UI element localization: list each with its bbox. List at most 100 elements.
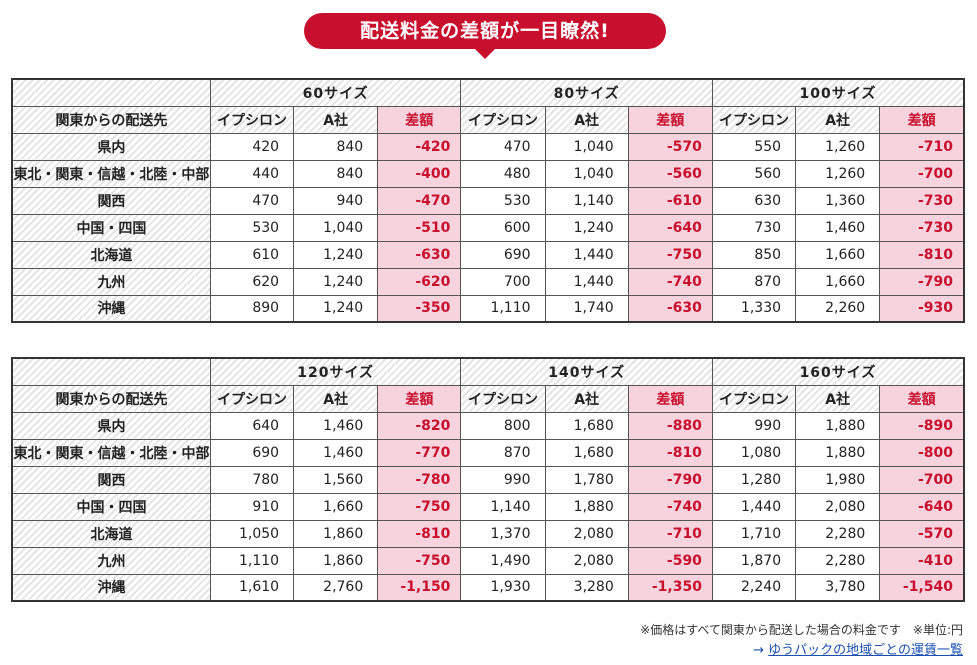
region-label: 県内 [11,411,211,440]
price-difference-cell: -1,540 [879,573,965,602]
table-row: 県内 420 840 -420 470 1,040 -570 550 1,260 -710 [11,132,965,161]
competitor-price-cell: 1,460 [293,438,379,467]
epsilon-price-cell: 630 [711,186,797,215]
price-difference-cell: -810 [879,240,965,269]
epsilon-price-cell: 550 [711,132,797,161]
banner-pointer [474,48,496,59]
competitor-price-cell: 3,280 [544,573,629,602]
competitor-column-header: A社 [795,384,881,413]
price-difference-cell: -350 [377,294,462,323]
footnote: ※価格はすべて関東から配送した場合の料金です ※単位:円 [640,623,963,637]
epsilon-price-cell: 1,710 [711,519,797,548]
table-row: 県内 640 1,460 -820 800 1,680 -880 990 1,880 -890 [11,411,965,440]
epsilon-price-cell: 1,110 [209,546,295,575]
difference-column-header: 差額 [627,384,713,413]
difference-column-header: 差額 [627,105,713,134]
price-difference-cell: -640 [627,213,713,242]
region-column-header: 関東からの配送先 [11,105,211,134]
epsilon-price-cell: 1,440 [711,492,797,521]
epsilon-column-header: イプシロン [460,105,546,134]
price-difference-cell: -790 [627,465,713,494]
epsilon-price-cell: 850 [711,240,797,269]
rate-table-large-sizes: 120サイズ 140サイズ 160サイズ 関東からの配送先 イプシロン A社 差額 イプシロン… [11,357,965,602]
arrow-icon: → [753,643,764,658]
epsilon-price-cell: 690 [209,438,295,467]
price-difference-cell: -770 [377,438,462,467]
price-difference-cell: -730 [879,213,965,242]
competitor-column-header: A社 [544,105,629,134]
competitor-column-header: A社 [293,384,379,413]
epsilon-price-cell: 1,140 [460,492,546,521]
difference-column-header: 差額 [879,384,965,413]
epsilon-price-cell: 470 [209,186,295,215]
table-row: 沖縄 1,610 2,760 -1,150 1,930 3,280 -1,350 2,240 3… [11,573,965,602]
size-header-row: 120サイズ 140サイズ 160サイズ [11,357,965,386]
epsilon-price-cell: 890 [209,294,295,323]
region-label: 沖縄 [11,573,211,602]
competitor-price-cell: 1,240 [293,294,379,323]
table-row: 沖縄 890 1,240 -350 1,110 1,740 -630 1,330 2,260 -9… [11,294,965,323]
epsilon-price-cell: 440 [209,159,295,188]
competitor-price-cell: 1,460 [795,213,881,242]
competitor-price-cell: 1,560 [293,465,379,494]
competitor-price-cell: 3,780 [795,573,881,602]
competitor-price-cell: 1,860 [293,546,379,575]
column-header-row: 関東からの配送先 イプシロン A社 差額 イプシロン A社 差額 イプシロン A社 差額 [11,384,965,413]
table-row: 東北・関東・信越・北陸・中部 440 840 -400 480 1,040 -560 560 1… [11,159,965,188]
price-difference-cell: -750 [377,546,462,575]
epsilon-price-cell: 1,110 [460,294,546,323]
difference-column-header: 差額 [879,105,965,134]
price-difference-cell: -570 [879,519,965,548]
epsilon-price-cell: 690 [460,240,546,269]
epsilon-price-cell: 990 [460,465,546,494]
size-header: 100サイズ [711,78,965,107]
price-difference-cell: -560 [627,159,713,188]
competitor-price-cell: 1,880 [795,438,881,467]
epsilon-price-cell: 1,050 [209,519,295,548]
region-label: 北海道 [11,240,211,269]
price-difference-cell: -800 [879,438,965,467]
region-label: 関西 [11,186,211,215]
competitor-column-header: A社 [795,105,881,134]
epsilon-price-cell: 1,870 [711,546,797,575]
epsilon-price-cell: 730 [711,213,797,242]
competitor-price-cell: 1,740 [544,294,629,323]
rate-list-link[interactable]: ゆうパックの地域ごとの運賃一覧 [768,643,963,658]
epsilon-column-header: イプシロン [209,384,295,413]
competitor-price-cell: 1,880 [544,492,629,521]
epsilon-price-cell: 990 [711,411,797,440]
price-difference-cell: -710 [879,132,965,161]
price-difference-cell: -570 [627,132,713,161]
epsilon-column-header: イプシロン [711,384,797,413]
competitor-price-cell: 1,780 [544,465,629,494]
table-row: 九州 620 1,240 -620 700 1,440 -740 870 1,660 -790 [11,267,965,296]
epsilon-price-cell: 530 [460,186,546,215]
price-difference-cell: -420 [377,132,462,161]
competitor-price-cell: 1,680 [544,411,629,440]
price-difference-cell: -930 [879,294,965,323]
competitor-column-header: A社 [544,384,629,413]
price-difference-cell: -610 [627,186,713,215]
table-row: 九州 1,110 1,860 -750 1,490 2,080 -590 1,870 2,280… [11,546,965,575]
price-difference-cell: -410 [879,546,965,575]
competitor-price-cell: 2,080 [795,492,881,521]
region-label: 九州 [11,267,211,296]
price-difference-cell: -780 [377,465,462,494]
epsilon-column-header: イプシロン [711,105,797,134]
competitor-price-cell: 2,080 [544,519,629,548]
epsilon-price-cell: 910 [209,492,295,521]
table-row: 関西 780 1,560 -780 990 1,780 -790 1,280 1,980 -700 [11,465,965,494]
competitor-price-cell: 1,980 [795,465,881,494]
price-difference-cell: -700 [879,465,965,494]
price-difference-cell: -620 [377,267,462,296]
price-difference-cell: -750 [627,240,713,269]
epsilon-price-cell: 1,280 [711,465,797,494]
epsilon-price-cell: 700 [460,267,546,296]
price-difference-cell: -710 [627,519,713,548]
price-difference-cell: -810 [377,519,462,548]
epsilon-column-header: イプシロン [460,384,546,413]
region-label: 県内 [11,132,211,161]
epsilon-price-cell: 2,240 [711,573,797,602]
rate-table-small-sizes: 60サイズ 80サイズ 100サイズ 関東からの配送先 イプシロン A社 差額 イプシロン A社… [11,78,965,323]
competitor-price-cell: 2,280 [795,546,881,575]
